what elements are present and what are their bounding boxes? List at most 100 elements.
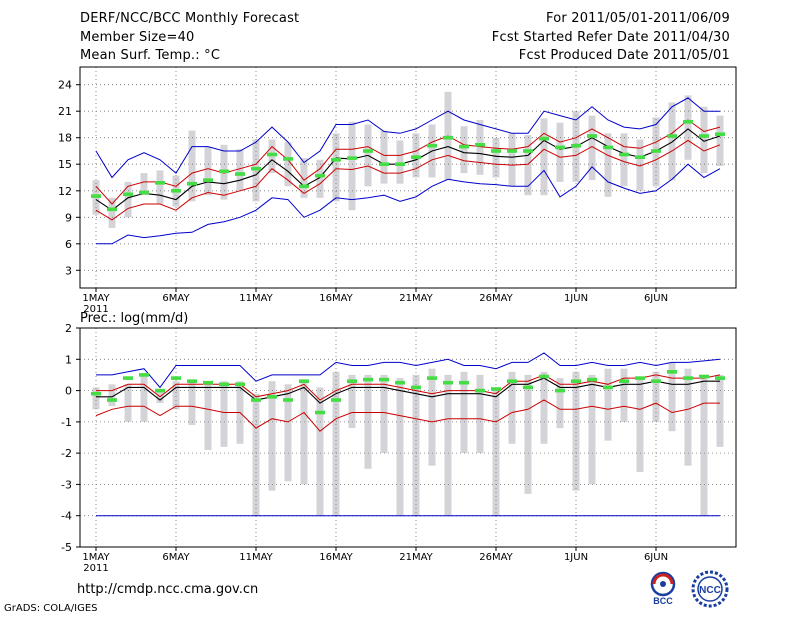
prec-member-range-bar xyxy=(172,381,180,410)
temp-member-range-bar xyxy=(508,133,516,187)
temp-member-range-bar xyxy=(556,122,564,182)
prec-member-range-bar xyxy=(252,393,260,516)
prec-member-range-bar xyxy=(524,374,532,494)
prec-x-tick-label: 26MAY xyxy=(479,552,513,563)
prec-member-range-bar xyxy=(684,368,692,466)
prec-y-tick-label: -3 xyxy=(61,478,72,491)
prec-member-range-bar xyxy=(140,374,148,422)
prec-member-range-bar xyxy=(476,374,484,454)
variable-label: Mean Surf. Temp.: °C xyxy=(80,48,221,63)
temp-observed-marker xyxy=(683,120,693,124)
prec-member-range-bar xyxy=(620,368,628,422)
prec-observed-marker xyxy=(459,380,469,385)
forecast-start-date: Fcst Started Refer Date 2011/04/30 xyxy=(491,30,730,45)
prec-observed-marker xyxy=(331,398,341,402)
prec-member-range-bar xyxy=(188,381,196,425)
prec-panel-title: Prec.: log(mm/d) xyxy=(80,311,188,326)
forecast-produced-date: Fcst Produced Date 2011/05/01 xyxy=(518,48,730,63)
prec-observed-marker xyxy=(507,379,517,383)
prec-member-range-bar xyxy=(124,384,132,422)
prec-observed-marker xyxy=(379,377,389,382)
prec-observed-marker xyxy=(523,385,533,390)
temp-member-range-bar xyxy=(524,135,532,196)
temp-x-tick-label: 1MAY xyxy=(82,293,110,304)
temp-observed-marker xyxy=(379,162,389,166)
prec-member-range-bar xyxy=(716,374,724,447)
temp-frame xyxy=(79,66,737,289)
temp-lower-spread-line xyxy=(95,139,721,221)
prec-upper-spread-line xyxy=(96,374,721,401)
prec-member-range-bar xyxy=(220,381,228,447)
temp-observed-marker xyxy=(651,149,661,153)
prec-member-range-bar xyxy=(284,384,292,482)
prec-observed-marker xyxy=(203,380,213,385)
source-url[interactable]: http://cmdp.ncc.cma.gov.cn xyxy=(77,582,259,597)
prec-member-range-bar xyxy=(396,378,404,516)
temp-observed-marker xyxy=(715,132,725,136)
prec-observed-marker xyxy=(571,379,581,383)
member-size-label: Member Size=40 xyxy=(80,30,195,45)
temp-member-range-bar xyxy=(460,126,468,174)
prec-x-year-label: 2011 xyxy=(83,563,108,574)
prec-member-range-bar xyxy=(588,374,596,485)
temp-ensemble-mean-line xyxy=(95,128,721,211)
prec-member-range-bar xyxy=(428,368,436,466)
temp-member-range-bar xyxy=(188,130,196,202)
temp-y-tick-label: 9 xyxy=(65,211,72,224)
prec-observed-marker xyxy=(395,380,405,385)
temp-member-range-bar xyxy=(636,139,644,191)
prec-member-range-bar xyxy=(300,381,308,485)
temp-observed-marker xyxy=(155,181,165,185)
prec-member-range-bar xyxy=(668,362,676,432)
prec-x-tick-label: 1JUN xyxy=(564,552,588,563)
temp-observed-marker xyxy=(123,192,133,197)
temp-member-range-bar xyxy=(476,120,484,175)
temp-upper-spread-line xyxy=(95,119,721,205)
prec-frame xyxy=(79,327,737,548)
prec-y-tick-label: -2 xyxy=(61,447,72,460)
prec-member-range-bar xyxy=(108,384,116,407)
temp-member-range-bar xyxy=(716,115,724,166)
temp-y-tick-label: 18 xyxy=(58,132,72,145)
prec-member-range-bar xyxy=(556,378,564,429)
temp-observed-marker xyxy=(139,190,149,195)
prec-observed-marker xyxy=(187,379,197,383)
temp-observed-marker xyxy=(363,149,373,153)
prec-y-tick-label: -1 xyxy=(61,416,72,429)
prec-member-range-bar xyxy=(492,387,500,516)
prec-observed-marker xyxy=(427,376,437,380)
temp-observed-marker xyxy=(235,172,245,176)
temp-observed-marker xyxy=(91,194,101,198)
temp-observed-marker xyxy=(395,162,405,166)
prec-observed-marker xyxy=(443,380,453,385)
temp-member-range-bar xyxy=(540,118,548,196)
bcc-logo-text: BCC xyxy=(653,596,673,606)
temp-observed-marker xyxy=(187,181,197,186)
temp-member-range-bar xyxy=(316,159,324,198)
prec-observed-marker xyxy=(155,388,165,393)
prec-member-range-bar xyxy=(540,371,548,444)
prec-member-range-bar xyxy=(636,378,644,472)
temp-x-tick-label: 26MAY xyxy=(479,293,513,304)
prec-observed-marker xyxy=(299,379,309,383)
prec-observed-marker xyxy=(603,385,613,390)
temp-member-range-bar xyxy=(380,130,388,184)
temp-observed-marker xyxy=(523,149,533,153)
temp-x-tick-label: 6MAY xyxy=(162,293,190,304)
temp-x-tick-label: 1JUN xyxy=(564,293,588,304)
temp-observed-marker xyxy=(299,184,309,189)
prec-observed-marker xyxy=(619,379,629,383)
prec-observed-marker xyxy=(683,376,693,380)
temp-member-range-bar xyxy=(300,158,308,198)
temp-observed-marker xyxy=(203,178,213,182)
temp-y-tick-label: 3 xyxy=(65,264,72,277)
prec-observed-marker xyxy=(491,387,501,391)
prec-member-range-bar xyxy=(572,371,580,491)
prec-member-range-bar xyxy=(92,387,100,410)
prec-member-range-bar xyxy=(412,374,420,516)
temp-observed-marker xyxy=(475,143,485,147)
prec-lower-spread-line xyxy=(95,399,720,432)
prec-observed-marker xyxy=(283,398,293,402)
temp-observed-marker xyxy=(587,134,597,138)
